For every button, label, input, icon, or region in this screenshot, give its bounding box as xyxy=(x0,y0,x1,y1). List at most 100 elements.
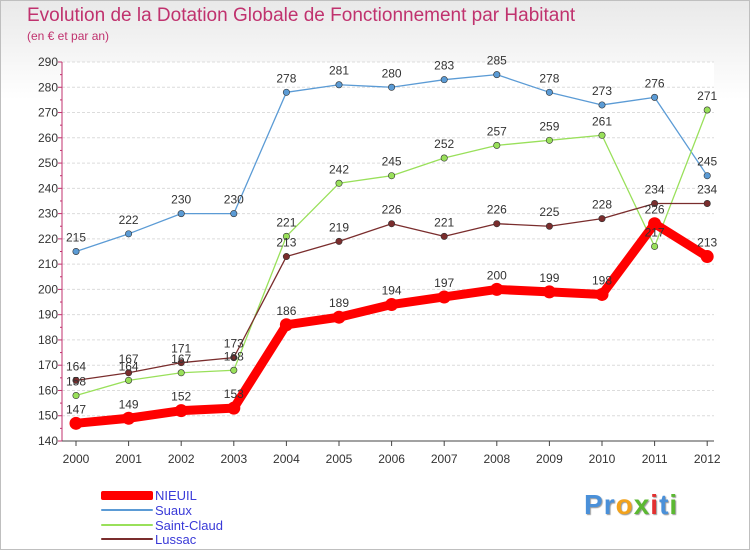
data-point-suaux xyxy=(177,210,185,218)
data-label-saint-claud: 271 xyxy=(697,89,717,103)
x-tick-label: 2000 xyxy=(63,452,90,466)
data-label-suaux: 278 xyxy=(276,71,296,85)
data-label-lussac: 219 xyxy=(329,220,349,234)
logo-letter: t xyxy=(659,489,670,520)
data-point-suaux xyxy=(703,172,711,180)
data-point-nieuil xyxy=(700,250,714,264)
data-label-saint-claud: 167 xyxy=(171,352,191,366)
data-point-lussac xyxy=(388,220,396,228)
data-label-suaux: 273 xyxy=(592,84,612,98)
data-point-saint-claud xyxy=(598,131,606,139)
y-tick-label: 280 xyxy=(38,80,58,94)
data-label-saint-claud: 261 xyxy=(592,114,612,128)
data-label-nieuil: 189 xyxy=(329,296,349,310)
data-label-lussac: 167 xyxy=(119,352,139,366)
y-tick-label: 190 xyxy=(38,308,58,322)
legend-label-suaux: Suaux xyxy=(155,502,192,518)
data-label-lussac: 173 xyxy=(224,337,244,351)
y-tick-label: 170 xyxy=(38,358,58,372)
x-tick-label: 2011 xyxy=(642,452,668,466)
data-point-nieuil xyxy=(437,290,451,304)
data-point-nieuil xyxy=(385,298,399,312)
chart-subtitle: (en € et par an) xyxy=(27,29,110,43)
data-label-saint-claud: 257 xyxy=(487,124,507,138)
y-tick-label: 210 xyxy=(38,257,58,271)
data-point-saint-claud xyxy=(72,392,80,400)
data-point-nieuil xyxy=(279,318,293,332)
data-point-suaux xyxy=(651,93,659,101)
data-point-nieuil xyxy=(122,411,136,425)
y-tick-label: 180 xyxy=(38,333,58,347)
legend-swatch-nieuil xyxy=(101,490,153,500)
data-point-nieuil xyxy=(174,404,188,418)
chart-title: Evolution de la Dotation Globale de Fonc… xyxy=(27,5,576,26)
logo-letter: i xyxy=(669,489,679,520)
data-label-lussac: 234 xyxy=(697,182,717,196)
data-point-saint-claud xyxy=(545,136,553,144)
y-tick-label: 160 xyxy=(38,383,58,397)
data-label-saint-claud: 242 xyxy=(329,162,349,176)
data-point-saint-claud xyxy=(335,179,343,187)
data-label-suaux: 276 xyxy=(645,76,665,90)
plot-area xyxy=(62,62,714,441)
data-label-suaux: 281 xyxy=(329,64,349,78)
x-tick-label: 2003 xyxy=(220,452,247,466)
data-label-saint-claud: 158 xyxy=(66,375,86,389)
data-label-lussac: 213 xyxy=(276,236,296,250)
legend-label-nieuil: NIEUIL xyxy=(155,487,197,503)
data-point-nieuil xyxy=(227,401,241,415)
x-tick-label: 2007 xyxy=(431,452,458,466)
data-label-lussac: 226 xyxy=(382,203,402,217)
data-label-saint-claud: 259 xyxy=(539,119,559,133)
data-point-lussac xyxy=(230,354,238,362)
x-tick-label: 2004 xyxy=(273,452,300,466)
data-point-saint-claud xyxy=(440,154,448,162)
data-point-nieuil xyxy=(332,310,346,324)
data-label-nieuil: 186 xyxy=(276,304,296,318)
data-label-lussac: 225 xyxy=(539,205,559,219)
x-tick-label: 2002 xyxy=(168,452,195,466)
data-label-lussac: 226 xyxy=(487,203,507,217)
proxiti-logo: Proxiti xyxy=(584,489,678,521)
data-point-saint-claud xyxy=(493,141,501,149)
data-point-lussac xyxy=(125,369,133,377)
data-label-nieuil: 147 xyxy=(66,402,86,416)
data-label-nieuil: 198 xyxy=(592,273,612,287)
y-tick-label: 150 xyxy=(38,409,58,423)
data-point-suaux xyxy=(230,210,238,218)
data-point-lussac xyxy=(651,199,659,207)
y-tick-label: 260 xyxy=(38,131,58,145)
y-tick-label: 250 xyxy=(38,156,58,170)
logo-letter: o xyxy=(615,489,634,520)
data-label-saint-claud: 252 xyxy=(434,137,454,151)
data-label-nieuil: 149 xyxy=(119,397,139,411)
data-point-lussac xyxy=(282,253,290,261)
data-point-nieuil xyxy=(490,282,504,296)
legend-item-saint-claud: Saint-Claud xyxy=(101,517,223,533)
x-tick-label: 2001 xyxy=(115,452,142,466)
data-point-nieuil xyxy=(69,416,83,430)
data-label-suaux: 245 xyxy=(697,155,717,169)
data-point-nieuil xyxy=(542,285,556,299)
y-tick-label: 230 xyxy=(38,207,58,221)
data-label-saint-claud: 168 xyxy=(224,349,244,363)
y-tick-label: 220 xyxy=(38,232,58,246)
data-point-nieuil xyxy=(595,287,609,301)
legend-item-suaux: Suaux xyxy=(101,502,192,518)
data-point-lussac xyxy=(545,222,553,230)
data-label-suaux: 230 xyxy=(171,193,191,207)
legend-swatch-suaux xyxy=(101,509,153,511)
data-point-saint-claud xyxy=(282,232,290,240)
data-label-saint-claud: 217 xyxy=(645,225,665,239)
data-point-saint-claud xyxy=(651,242,659,250)
data-point-nieuil xyxy=(648,217,662,231)
data-label-nieuil: 153 xyxy=(224,387,244,401)
data-label-lussac: 228 xyxy=(592,198,612,212)
data-label-nieuil: 199 xyxy=(539,271,559,285)
logo-letter: i xyxy=(650,489,660,520)
legend-label-lussac: Lussac xyxy=(155,531,197,547)
y-tick-label: 140 xyxy=(38,434,58,448)
x-tick-label: 2010 xyxy=(589,452,616,466)
legend-swatch-saint-claud xyxy=(101,524,153,526)
data-point-lussac xyxy=(440,232,448,240)
